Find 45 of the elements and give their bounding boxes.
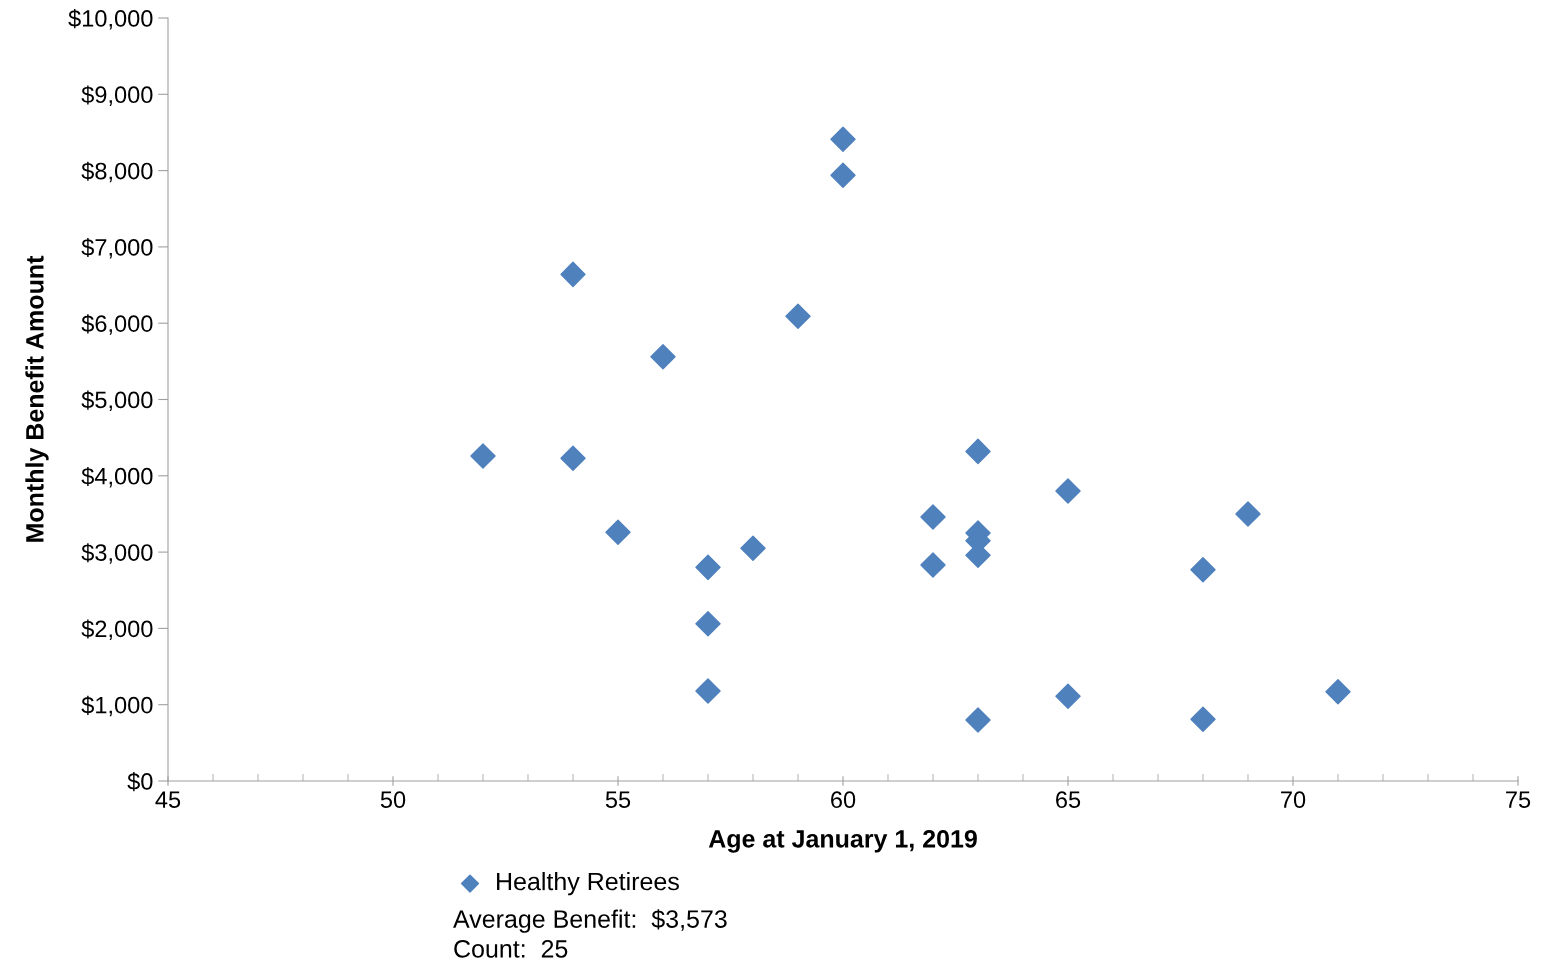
x-tick-label: 70 — [1281, 791, 1306, 809]
point — [560, 261, 586, 288]
point — [1055, 683, 1081, 710]
legend-label: Healthy Retirees — [497, 872, 679, 896]
point — [695, 611, 721, 637]
point — [1055, 478, 1081, 504]
point — [830, 162, 856, 188]
y-tick-label: $3,000 — [81, 543, 153, 564]
y-tick-label: $1,000 — [81, 695, 153, 717]
point — [1190, 706, 1216, 732]
point — [1190, 556, 1216, 583]
point — [965, 438, 991, 465]
x-axis-title: Age at January 1, 2019 — [708, 829, 977, 853]
point — [1235, 501, 1261, 527]
y-tick-label: $0 — [127, 772, 153, 792]
point — [830, 126, 856, 153]
point — [920, 504, 946, 530]
point — [965, 707, 991, 733]
y-tick-label: $9,000 — [81, 85, 153, 106]
point — [695, 678, 721, 704]
y-tick-label: $5,000 — [81, 390, 153, 412]
point — [650, 344, 676, 370]
x-tick-label: 65 — [1056, 791, 1081, 809]
x-tick-label: 75 — [1506, 791, 1531, 809]
y-tick-label: $2,000 — [81, 619, 153, 640]
x-tick-label: 45 — [155, 791, 181, 809]
point — [1325, 679, 1351, 705]
text: Average Benefit: $3,573 — [453, 909, 727, 933]
y-tick-label: $10,000 — [68, 9, 153, 30]
y-tick-label: $6,000 — [81, 314, 153, 335]
x-tick-label: 55 — [605, 791, 631, 809]
y-tick-label: $8,000 — [81, 161, 153, 183]
x-tick-label: 50 — [380, 791, 406, 809]
point — [560, 445, 586, 471]
point — [740, 535, 766, 562]
point — [470, 443, 496, 469]
y-axis-title: Monthly Benefit Amount — [25, 255, 49, 542]
point — [695, 554, 721, 581]
text: Count: 25 — [454, 940, 568, 958]
point — [920, 552, 946, 578]
point — [785, 303, 811, 330]
x-tick-label: 60 — [831, 791, 856, 809]
y-tick-label: $7,000 — [81, 237, 153, 259]
y-tick-label: $4,000 — [81, 466, 153, 488]
point — [605, 519, 631, 545]
